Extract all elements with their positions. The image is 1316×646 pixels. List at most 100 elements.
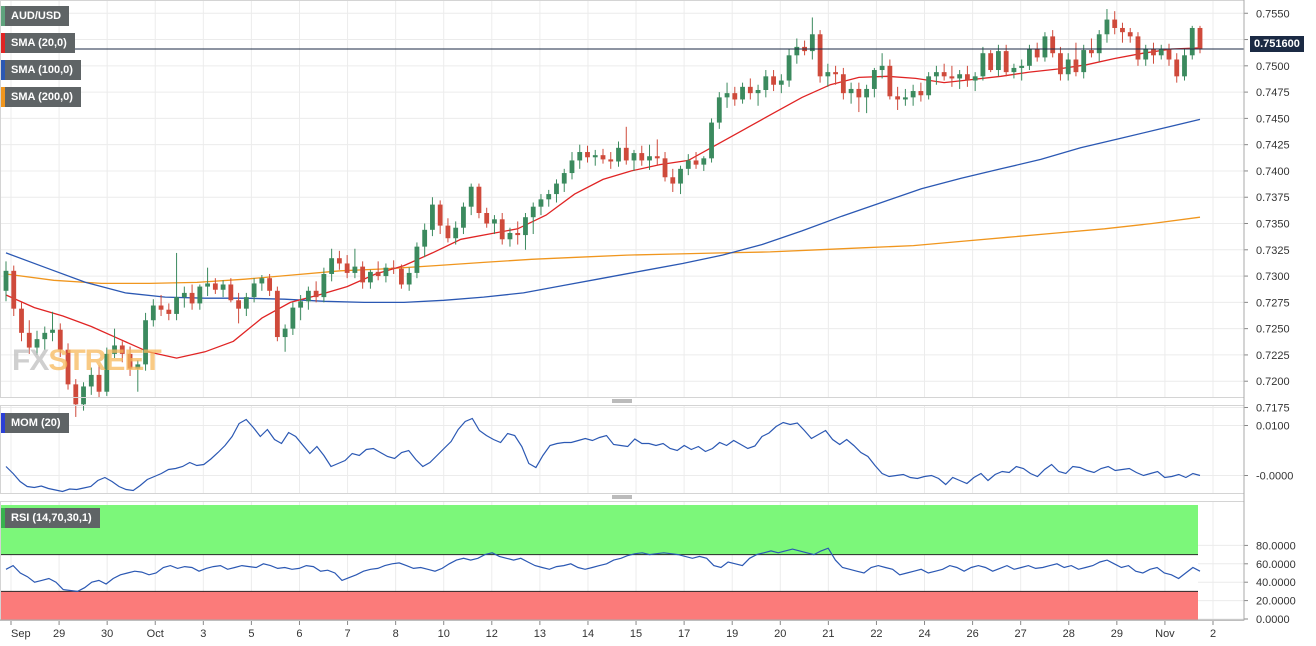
rsi-tick-label: 20.0000 — [1256, 596, 1296, 608]
x-tick-label: 21 — [822, 628, 834, 640]
sma200-label: SMA (200,0) — [11, 91, 73, 103]
candle-body — [941, 72, 947, 77]
candle-body — [19, 308, 24, 333]
rsi-oversold-zone — [0, 591, 1198, 620]
y-tick-label: 0.7225 — [1256, 350, 1290, 362]
candle-body — [926, 76, 932, 96]
x-tick-label: 29 — [1111, 628, 1123, 640]
candle-body — [174, 297, 179, 314]
candle-body — [980, 53, 986, 77]
candle-body — [763, 76, 769, 90]
candle-body — [732, 93, 738, 100]
candle-body — [608, 159, 614, 162]
sma20-badge: SMA (20,0) — [1, 33, 75, 53]
mom-tick-label: -0.0000 — [1256, 471, 1293, 483]
candle-body — [243, 297, 249, 309]
x-tick-label: Sep — [11, 628, 31, 640]
candle-body — [73, 384, 79, 405]
candle-body — [972, 76, 978, 81]
candle-body — [910, 91, 916, 98]
candle-body — [166, 309, 172, 314]
candle-body — [329, 258, 335, 274]
candle-body — [150, 305, 156, 321]
y-tick-label: 0.7300 — [1256, 271, 1290, 283]
candle-body — [88, 374, 94, 387]
candle-body — [1011, 67, 1017, 73]
candle-body — [1019, 65, 1025, 68]
candle-body — [1112, 19, 1118, 28]
candle-body — [251, 283, 257, 298]
candle-body — [786, 55, 792, 81]
candle-body — [670, 177, 676, 184]
candle-body — [1166, 49, 1172, 60]
candle-body — [577, 152, 583, 161]
candle-body — [887, 65, 893, 97]
x-tick-label: 2 — [1210, 628, 1216, 640]
candle-body — [236, 300, 242, 309]
candle-body — [1135, 36, 1141, 60]
mom-stripe — [1, 413, 5, 433]
candle-body — [81, 386, 86, 405]
candle-body — [933, 72, 939, 77]
x-tick-label: 17 — [678, 628, 690, 640]
x-tick-label: 10 — [438, 628, 450, 640]
candle-body — [360, 266, 366, 283]
candle-body — [383, 267, 389, 277]
candle-body — [988, 53, 994, 71]
candle-body — [1081, 50, 1087, 73]
rsi-tick-label: 40.0000 — [1256, 577, 1296, 589]
x-tick-label: 12 — [486, 628, 498, 640]
candle-body — [561, 173, 567, 184]
candle-body — [647, 156, 652, 161]
candle-body — [592, 155, 598, 158]
candle-body — [856, 88, 862, 98]
candle-body — [685, 160, 691, 169]
y-tick-label: 0.7200 — [1256, 376, 1290, 388]
y-tick-label: 0.7550 — [1256, 8, 1290, 20]
sma20-label: SMA (20,0) — [11, 37, 67, 49]
y-tick-label: 0.7175 — [1256, 402, 1290, 414]
rsi-tick-label: 80.0000 — [1256, 540, 1296, 552]
candle-body — [1151, 49, 1156, 56]
candle-body — [298, 301, 304, 308]
x-tick-label: 26 — [966, 628, 978, 640]
candle-body — [678, 168, 683, 184]
candle-body — [879, 65, 885, 71]
candle-body — [747, 86, 753, 94]
mom-line — [5, 417, 1201, 493]
y-tick-label: 0.7475 — [1256, 87, 1290, 99]
mom-tick-label: 0.0100 — [1256, 421, 1290, 433]
candle-body — [282, 328, 288, 338]
x-tick-label: 15 — [630, 628, 642, 640]
candle-body — [1127, 32, 1133, 37]
y-tick-label: 0.7450 — [1256, 113, 1290, 125]
candle-body — [437, 204, 443, 226]
candle-body — [461, 206, 466, 228]
candle-body — [701, 158, 707, 165]
y-tick-label: 0.7425 — [1256, 140, 1290, 152]
x-tick-label: 20 — [774, 628, 786, 640]
instrument-label: AUD/USD — [11, 10, 62, 22]
candle-body — [135, 364, 141, 369]
candle-body — [794, 46, 800, 56]
candle-body — [1003, 51, 1009, 73]
candle-body — [949, 76, 955, 79]
x-tick-label: 5 — [248, 628, 254, 640]
y-tick-label: 0.7500 — [1256, 61, 1290, 73]
candle-body — [228, 284, 234, 301]
candle-body — [1174, 59, 1180, 77]
sma20-stripe — [1, 33, 5, 53]
candle-body — [220, 284, 226, 290]
sma100-stripe — [1, 60, 5, 80]
candle-body — [3, 270, 9, 291]
candle-body — [406, 272, 412, 285]
rsi-label: RSI (14,70,30,1) — [11, 512, 92, 524]
candle-body — [189, 292, 195, 304]
rsi-badge: RSI (14,70,30,1) — [1, 508, 100, 528]
candle-body — [918, 91, 924, 96]
sma200-line — [5, 216, 1201, 285]
x-tick-label: 8 — [393, 628, 399, 640]
fxstreet-watermark: FXSTREET — [12, 344, 162, 377]
